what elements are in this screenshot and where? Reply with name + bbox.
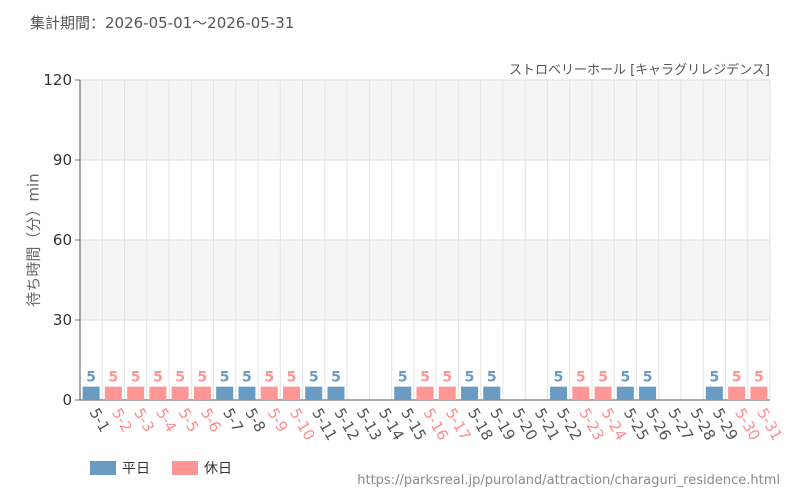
bar-value-label: 5 bbox=[398, 370, 408, 386]
bar bbox=[193, 386, 211, 400]
bar-value-label: 5 bbox=[643, 370, 653, 386]
legend-label-weekday: 平日 bbox=[122, 461, 150, 477]
bar-value-label: 5 bbox=[131, 370, 141, 386]
x-tick-label: 5-6 bbox=[197, 405, 225, 435]
bar bbox=[705, 386, 723, 400]
legend-item-weekday: 平日 bbox=[90, 458, 150, 478]
bar bbox=[438, 386, 456, 400]
legend: 平日 休日 bbox=[90, 458, 232, 478]
bar-value-label: 5 bbox=[220, 370, 230, 386]
bar bbox=[728, 386, 746, 400]
bar bbox=[594, 386, 612, 400]
legend-swatch-holiday bbox=[172, 461, 198, 475]
bar bbox=[171, 386, 189, 400]
bar-value-label: 5 bbox=[465, 370, 475, 386]
x-tick-label: 5-8 bbox=[241, 405, 269, 435]
bar-value-label: 5 bbox=[754, 370, 764, 386]
legend-label-holiday: 休日 bbox=[204, 461, 232, 477]
bar-value-label: 5 bbox=[86, 370, 96, 386]
bar-value-label: 5 bbox=[709, 370, 719, 386]
bar bbox=[282, 386, 300, 400]
bar bbox=[461, 386, 479, 400]
bar bbox=[416, 386, 434, 400]
bar-value-label: 5 bbox=[331, 370, 341, 386]
x-tick-label: 5-7 bbox=[219, 405, 247, 435]
bar-value-label: 5 bbox=[420, 370, 430, 386]
x-tick-label: 5-9 bbox=[264, 405, 292, 435]
bar-value-label: 5 bbox=[153, 370, 163, 386]
bar bbox=[394, 386, 412, 400]
bar-value-label: 5 bbox=[442, 370, 452, 386]
plot-band bbox=[80, 80, 770, 160]
bar bbox=[260, 386, 278, 400]
x-tick-label: 5-1 bbox=[86, 405, 114, 435]
bar-value-label: 5 bbox=[198, 370, 208, 386]
x-tick-label: 5-4 bbox=[152, 405, 180, 435]
bar bbox=[750, 386, 768, 400]
bar bbox=[483, 386, 501, 400]
bar-value-label: 5 bbox=[309, 370, 319, 386]
period-label: 集計期間：2026-05-01～2026-05-31 bbox=[30, 14, 295, 32]
x-tick-label: 5-3 bbox=[130, 405, 158, 435]
bar-value-label: 5 bbox=[287, 370, 297, 386]
bar bbox=[572, 386, 590, 400]
bar bbox=[104, 386, 122, 400]
bar-value-label: 5 bbox=[109, 370, 119, 386]
plot-band bbox=[80, 160, 770, 240]
y-tick-label: 0 bbox=[62, 391, 72, 409]
bar-value-label: 5 bbox=[732, 370, 742, 386]
bar bbox=[616, 386, 634, 400]
legend-swatch-weekday bbox=[90, 461, 116, 475]
y-tick-label: 120 bbox=[43, 71, 72, 89]
bar bbox=[82, 386, 100, 400]
attraction-name: ストロベリーホール [キャラグリレジデンス] bbox=[508, 63, 770, 78]
bar bbox=[305, 386, 323, 400]
y-tick-label: 90 bbox=[53, 151, 72, 169]
bar bbox=[216, 386, 234, 400]
x-tick-label: 5-2 bbox=[108, 405, 136, 435]
bar bbox=[149, 386, 167, 400]
x-tick-label: 5-5 bbox=[175, 405, 203, 435]
y-tick-label: 60 bbox=[53, 231, 72, 249]
bar-value-label: 5 bbox=[598, 370, 608, 386]
bar-value-label: 5 bbox=[175, 370, 185, 386]
source-link[interactable]: https://parksreal.jp/puroland/attraction… bbox=[357, 473, 780, 488]
bar bbox=[238, 386, 256, 400]
bar-value-label: 5 bbox=[576, 370, 586, 386]
bar-value-label: 5 bbox=[554, 370, 564, 386]
plot-band bbox=[80, 240, 770, 320]
bar-value-label: 5 bbox=[620, 370, 630, 386]
bar-value-label: 5 bbox=[487, 370, 497, 386]
bar-value-label: 5 bbox=[264, 370, 274, 386]
legend-item-holiday: 休日 bbox=[172, 458, 232, 478]
bar-value-label: 5 bbox=[242, 370, 252, 386]
bar bbox=[127, 386, 145, 400]
bar bbox=[639, 386, 657, 400]
bar bbox=[550, 386, 568, 400]
y-tick-label: 30 bbox=[53, 311, 72, 329]
bar bbox=[327, 386, 345, 400]
